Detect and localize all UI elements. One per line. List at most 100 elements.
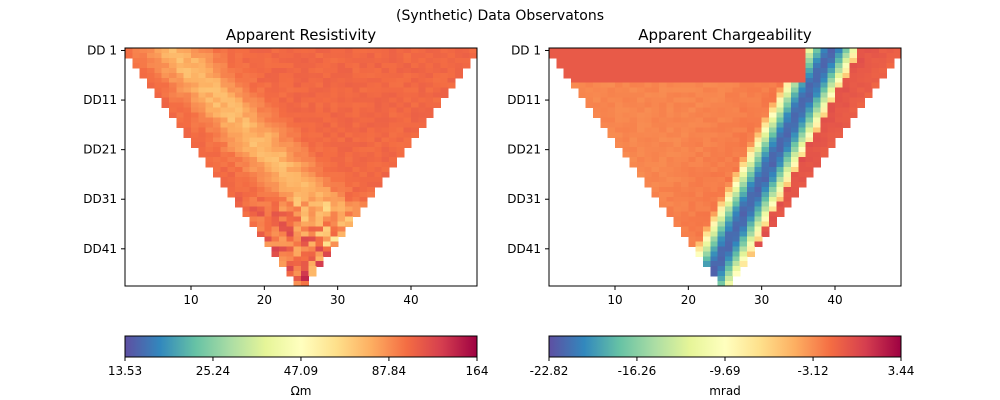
heatmap-cell [571,57,579,64]
heatmap-cell [147,57,155,64]
heatmap-cell [220,48,229,54]
heatmap-cell [227,48,236,54]
heatmap-cell [629,147,638,153]
heatmap-cell [827,97,836,104]
heatmap-cell [367,186,375,193]
heatmap-cell [213,162,221,168]
heatmap-cell [220,52,229,59]
heatmap-cell [739,186,748,193]
heatmap-cell [849,77,858,84]
heatmap-cell [440,62,449,69]
heatmap-cell [644,152,653,158]
heatmap-cell [198,82,207,89]
heatmap-cell [805,132,814,138]
heatmap-cell [205,132,214,138]
heatmap-cell [703,216,711,223]
heatmap-cell [242,196,251,203]
heatmap-cell [717,82,726,89]
heatmap-cell [783,77,792,84]
heatmap-cell [593,82,601,89]
heatmap-cell [600,102,609,109]
heatmap-cell [235,67,243,74]
heatmap-cell [673,167,682,173]
heatmap-cell [323,77,331,84]
heatmap-cell [783,147,792,153]
heatmap-cell [659,162,667,168]
heatmap-cell [659,87,667,94]
heatmap-cell [161,97,170,104]
heatmap-cell [703,256,711,262]
heatmap-cell [293,211,302,218]
heatmap-cell [864,92,873,99]
heatmap-cell [556,57,565,64]
heatmap-cell [418,48,427,54]
heatmap-cell [396,92,405,99]
heatmap-cell [455,67,463,74]
heatmap-cell [864,87,873,94]
heatmap-cell [257,157,265,163]
heatmap-cell [607,67,616,74]
heatmap-cell [791,152,799,158]
heatmap-cell [301,266,309,272]
heatmap-cell [249,107,258,114]
heatmap-cell [176,102,185,109]
heatmap-cell [798,48,807,54]
heatmap-cell [308,241,317,247]
heatmap-cell [725,211,733,218]
heatmap-cell [293,62,302,69]
heatmap-cell [249,186,258,193]
heatmap-cell [264,186,273,193]
heatmap-cell [622,117,631,123]
heatmap-cell [710,52,719,59]
heatmap-cell [220,122,229,128]
heatmap-cell [345,62,353,69]
heatmap-cell [418,97,427,104]
heatmap-cell [455,62,463,69]
heatmap-cell [308,62,317,69]
heatmap-cell [301,201,309,208]
heatmap-cell [389,92,397,99]
heatmap-cell [688,241,697,247]
heatmap-cell [776,102,785,109]
heatmap-cell [337,167,346,173]
heatmap-cell [337,97,346,104]
heatmap-cell [593,112,601,119]
heatmap-cell [161,52,170,59]
heatmap-cell [820,127,829,133]
heatmap-cell [176,92,185,99]
heatmap-cell [659,48,667,54]
heatmap-cell [732,152,741,158]
heatmap-cell [805,162,814,168]
heatmap-cell [783,82,792,89]
heatmap-cell [374,48,383,54]
heatmap-cell [293,117,302,123]
heatmap-cell [345,132,353,138]
heatmap-cell [242,117,251,123]
heatmap-cell [308,211,317,218]
heatmap-cell [161,87,170,94]
heatmap-cell [411,97,419,104]
heatmap-cell [813,112,821,119]
heatmap-cell [879,57,887,64]
heatmap-cell [271,157,280,163]
heatmap-cell [161,102,170,109]
heatmap-cell [315,246,324,252]
heatmap-cell [381,87,390,94]
heatmap-cell [286,266,295,272]
heatmap-cell [710,221,719,228]
heatmap-cell [286,48,295,54]
heatmap-cell [835,87,843,94]
heatmap-cell [791,62,799,69]
heatmap-cell [308,171,317,178]
heatmap-cell [732,226,741,233]
heatmap-cell [352,112,361,119]
heatmap-cell [205,137,214,143]
heatmap-cell [367,167,375,173]
heatmap-cell [389,48,397,54]
heatmap-cell [725,107,733,114]
heatmap-cell [367,102,375,109]
heatmap-cell [747,48,755,54]
heatmap-cell [747,97,755,104]
heatmap-cell [783,167,792,173]
heatmap-cell [849,112,858,119]
